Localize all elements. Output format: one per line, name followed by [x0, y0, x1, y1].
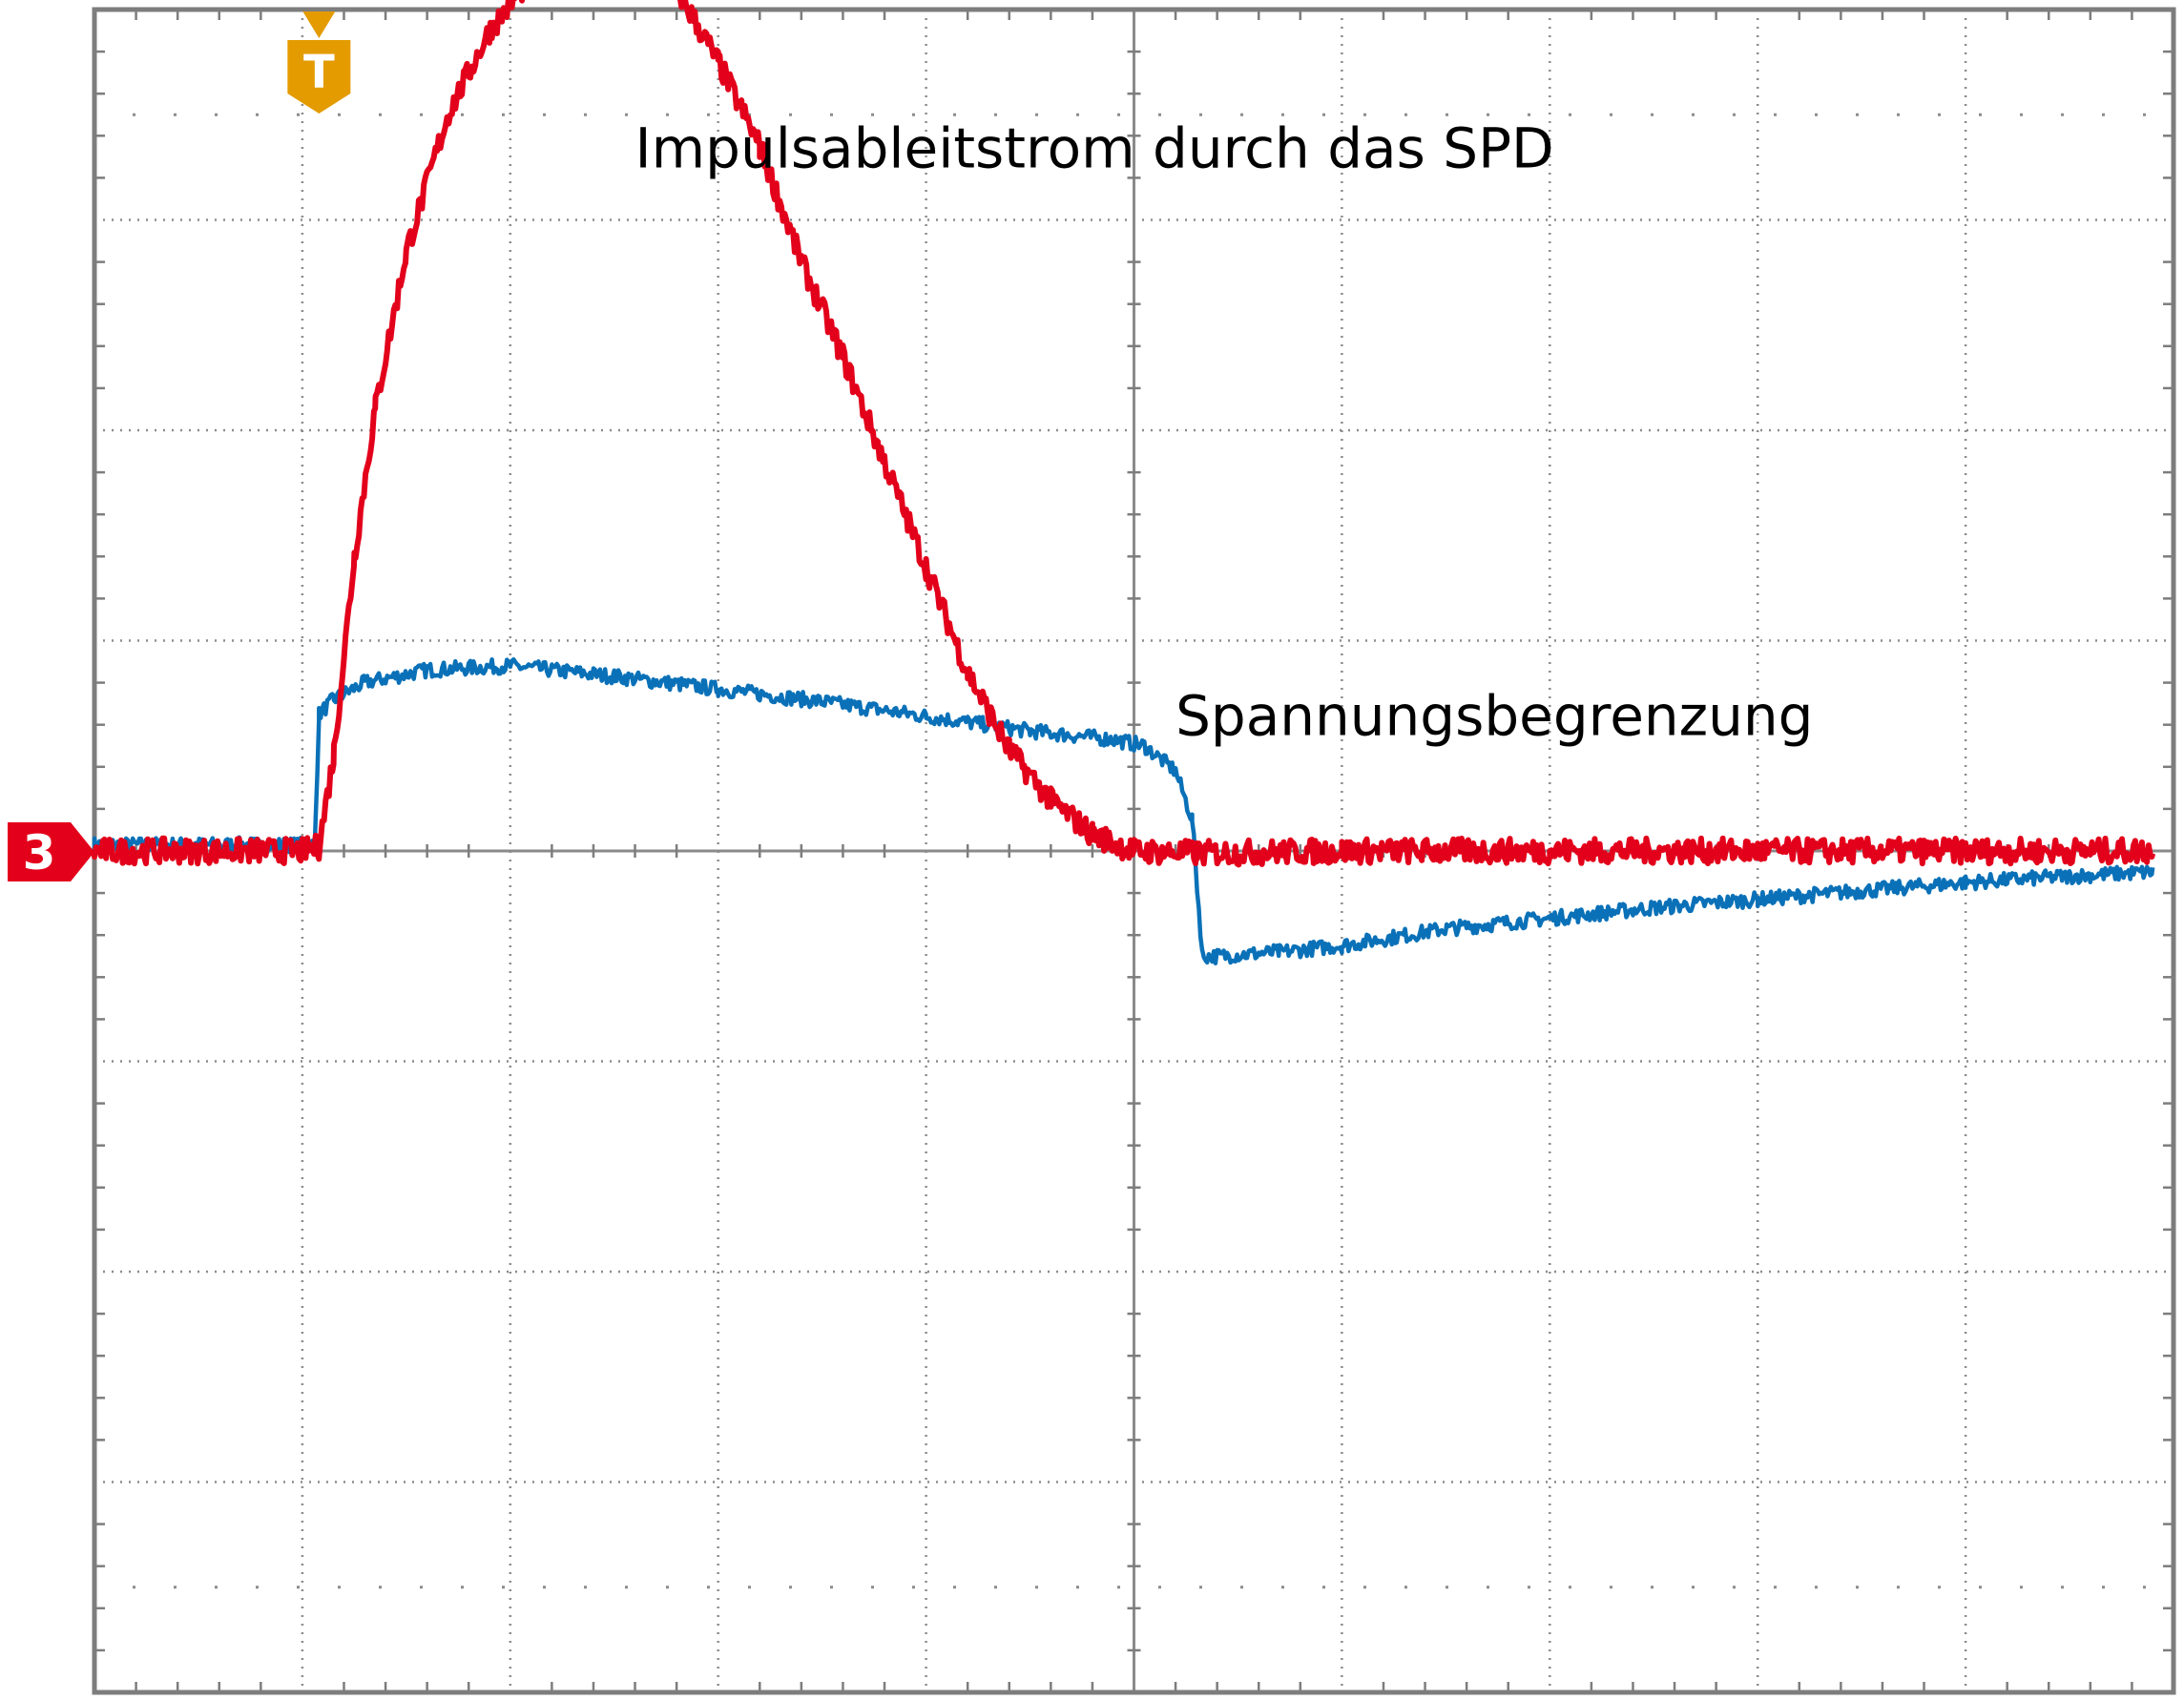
trigger-pointer-icon	[302, 11, 336, 38]
trigger-marker-icon	[287, 40, 351, 114]
trigger-marker: T	[287, 11, 351, 114]
series-group	[92, 0, 2156, 965]
channel-marker-label: 3	[23, 825, 56, 881]
trigger-marker-label: T	[303, 46, 335, 99]
series-line-blue	[92, 656, 2155, 965]
channel-marker-icon	[8, 822, 94, 881]
channel-marker: 3	[8, 822, 94, 881]
series-line-red	[92, 0, 2156, 868]
annotation-current: Impulsableitstrom durch das SPD	[635, 115, 1554, 180]
annotation-voltage: Spannungsbegrenzung	[1175, 684, 1813, 749]
